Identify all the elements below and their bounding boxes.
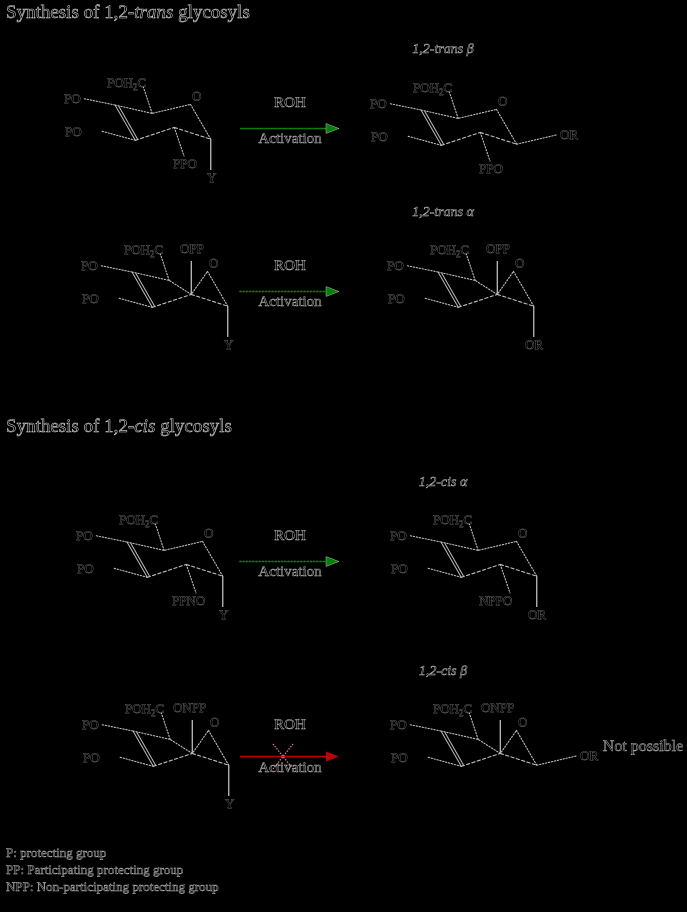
svg-text:PO: PO	[391, 561, 408, 576]
svg-text:Y: Y	[224, 337, 234, 352]
svg-text:PO: PO	[77, 561, 94, 576]
svg-text:PO: PO	[81, 258, 98, 273]
svg-text:PO: PO	[371, 129, 388, 144]
svg-text:Y: Y	[219, 607, 229, 622]
svg-text:POH2C: POH2C	[433, 512, 472, 529]
svg-text:PO: PO	[82, 717, 99, 732]
svg-text:PO: PO	[65, 124, 82, 139]
svg-text:PO: PO	[390, 717, 407, 732]
svg-text:PO: PO	[387, 258, 404, 273]
svg-text:ONPP: ONPP	[481, 700, 514, 715]
svg-text:PPO: PPO	[173, 156, 197, 171]
svg-text:PPO: PPO	[479, 161, 503, 176]
svg-text:PO: PO	[388, 291, 405, 306]
svg-text:OR: OR	[580, 748, 598, 763]
svg-text:PO: PO	[76, 528, 93, 543]
svg-text:O: O	[210, 715, 219, 730]
svg-text:POH2C: POH2C	[413, 80, 452, 97]
svg-text:POH2C: POH2C	[433, 701, 472, 718]
svg-text:Y: Y	[207, 170, 217, 185]
svg-text:OPP: OPP	[486, 241, 510, 256]
svg-text:O: O	[192, 89, 201, 104]
svg-text:PO: PO	[64, 91, 81, 106]
svg-text:POH2C: POH2C	[125, 701, 164, 718]
svg-text:OPP: OPP	[180, 241, 204, 256]
svg-text:OR: OR	[525, 337, 543, 352]
svg-text:OR: OR	[560, 127, 578, 142]
svg-text:O: O	[518, 715, 527, 730]
svg-text:ONPP: ONPP	[173, 700, 206, 715]
svg-text:NPPO: NPPO	[479, 593, 512, 608]
svg-text:O: O	[204, 526, 213, 541]
svg-text:POH2C: POH2C	[124, 242, 163, 259]
svg-text:PO: PO	[83, 750, 100, 765]
svg-text:PPNO: PPNO	[172, 593, 205, 608]
svg-text:POH2C: POH2C	[107, 75, 146, 92]
svg-text:O: O	[498, 94, 507, 109]
svg-text:PO: PO	[82, 291, 99, 306]
svg-text:O: O	[209, 256, 218, 271]
svg-text:O: O	[518, 526, 527, 541]
svg-text:PO: PO	[391, 750, 408, 765]
svg-text:OR: OR	[528, 607, 546, 622]
svg-text:Y: Y	[225, 796, 235, 811]
svg-text:PO: PO	[370, 96, 387, 111]
svg-text:PO: PO	[390, 528, 407, 543]
svg-text:POH2C: POH2C	[430, 242, 469, 259]
svg-text:O: O	[515, 256, 524, 271]
svg-text:POH2C: POH2C	[119, 512, 158, 529]
